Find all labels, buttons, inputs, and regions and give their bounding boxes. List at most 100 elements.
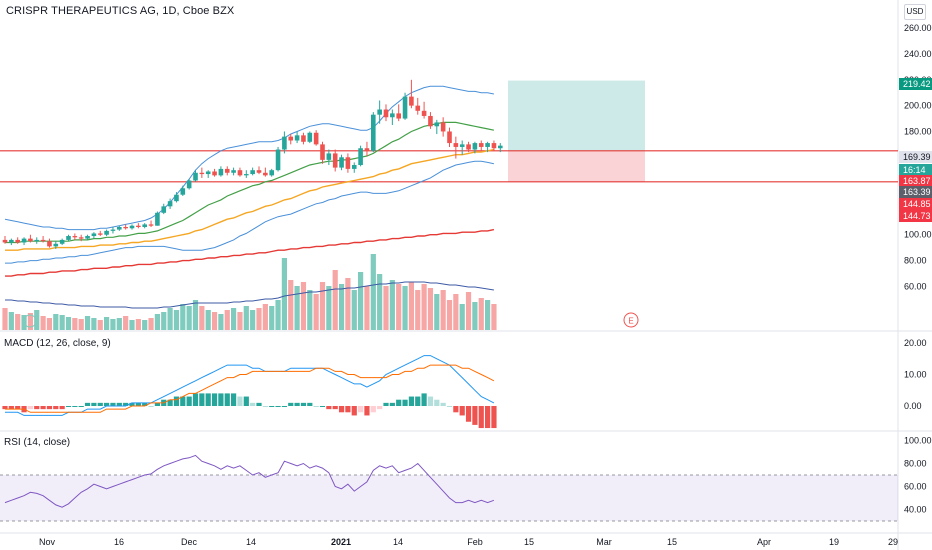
macd-histogram-bar xyxy=(440,402,446,406)
volume-bar xyxy=(110,319,116,330)
candle-body xyxy=(263,172,268,176)
bollinger-lower-line xyxy=(5,160,495,264)
macd-histogram-bar xyxy=(65,406,72,407)
candle-body xyxy=(498,145,503,149)
price-tick-label: 100.00 xyxy=(904,230,932,240)
macd-histogram-bar xyxy=(46,406,53,410)
price-tag xyxy=(899,175,932,187)
dividend-marker xyxy=(23,314,37,328)
candle-body xyxy=(313,132,319,145)
price-tag-label: 163.87 xyxy=(903,176,931,186)
candle-body xyxy=(28,238,33,242)
rsi-tick-label: 80.00 xyxy=(904,459,927,469)
volume-bar xyxy=(142,320,148,330)
volume-bar xyxy=(396,284,402,330)
price-tick-label: 260.00 xyxy=(904,23,932,33)
time-axis-label: 16 xyxy=(114,537,124,547)
candle-body xyxy=(174,194,179,202)
macd-histogram-bar xyxy=(377,406,383,410)
volume-bar xyxy=(281,258,287,330)
volume-bar xyxy=(2,308,8,330)
candle-body xyxy=(332,153,338,168)
macd-tick-label: 10.00 xyxy=(904,370,927,380)
volume-bar xyxy=(478,298,484,330)
volume-bar xyxy=(421,284,427,330)
stop-zone xyxy=(508,150,645,182)
volume-bar xyxy=(459,304,465,330)
volume-bar xyxy=(91,318,97,330)
volume-bar xyxy=(129,320,135,330)
volume-bar xyxy=(275,300,281,330)
macd-histogram-bar xyxy=(364,406,370,416)
macd-tick-label: 20.00 xyxy=(904,338,927,348)
candle-body xyxy=(275,149,281,171)
volume-bar xyxy=(453,294,459,330)
candle-body xyxy=(180,188,186,195)
volume-bar xyxy=(389,280,395,330)
sma-50-line xyxy=(5,148,495,251)
volume-bar xyxy=(408,282,414,330)
macd-line xyxy=(5,355,495,416)
rsi-tick-label: 40.00 xyxy=(904,505,927,515)
macd-histogram-bar xyxy=(104,402,110,406)
candle-body xyxy=(155,212,160,226)
candle-body xyxy=(377,109,382,115)
price-tick-label: 240.00 xyxy=(904,49,932,59)
candle-body xyxy=(453,143,459,147)
rsi-label: RSI (14, close) xyxy=(4,437,71,448)
macd-histogram-bar xyxy=(256,402,262,406)
volume-bar xyxy=(269,306,275,330)
candle-body xyxy=(15,239,20,243)
macd-histogram-bar xyxy=(142,402,148,406)
target-zone xyxy=(508,80,645,151)
volume-bar xyxy=(218,314,224,330)
volume-bar xyxy=(123,316,129,330)
time-axis-label: 14 xyxy=(246,537,256,547)
macd-histogram-bar xyxy=(154,402,160,406)
candle-body xyxy=(218,168,224,176)
candle-body xyxy=(390,113,395,118)
macd-histogram-bar xyxy=(383,402,389,406)
volume-bar xyxy=(135,319,141,330)
candle-body xyxy=(9,239,14,243)
price-tag xyxy=(899,210,932,222)
macd-histogram-bar xyxy=(459,406,465,416)
macd-histogram-bar xyxy=(116,402,122,406)
candle-body xyxy=(123,226,128,229)
volume-bar xyxy=(243,306,249,330)
candle-body xyxy=(428,115,433,127)
earnings-marker-label: E xyxy=(628,317,633,326)
symbol-title: CRISPR THERAPEUTICS AG, 1D, Cboe BZX xyxy=(6,5,235,17)
macd-histogram-bar xyxy=(167,399,173,406)
candle-body xyxy=(447,131,452,144)
macd-histogram-bar xyxy=(78,406,84,407)
macd-histogram-bar xyxy=(326,406,332,410)
candle-body xyxy=(148,224,154,226)
macd-histogram-bar xyxy=(97,402,103,406)
time-axis-label: 15 xyxy=(524,537,534,547)
volume-bar xyxy=(307,290,313,330)
price-tag xyxy=(899,198,932,210)
macd-histogram-bar xyxy=(358,406,364,413)
volume-bar xyxy=(104,317,110,330)
volume-bar xyxy=(154,314,160,330)
candle-body xyxy=(193,172,198,181)
macd-histogram-bar xyxy=(123,402,129,406)
price-tag xyxy=(899,78,932,90)
time-axis-label: Apr xyxy=(757,537,771,547)
macd-histogram-bar xyxy=(40,406,46,410)
candle-body xyxy=(491,143,497,149)
macd-histogram-bar xyxy=(34,406,40,410)
currency-button[interactable]: USD xyxy=(904,4,926,20)
candle-body xyxy=(97,233,103,235)
macd-histogram-bar xyxy=(192,393,199,406)
volume-bar xyxy=(224,310,230,330)
candle-body xyxy=(110,229,116,231)
candle-body xyxy=(434,122,440,127)
volume-bar xyxy=(167,308,173,330)
candle-body xyxy=(326,153,332,160)
candle-body xyxy=(415,105,421,111)
candle-body xyxy=(396,113,401,119)
macd-histogram-bar xyxy=(446,406,453,407)
